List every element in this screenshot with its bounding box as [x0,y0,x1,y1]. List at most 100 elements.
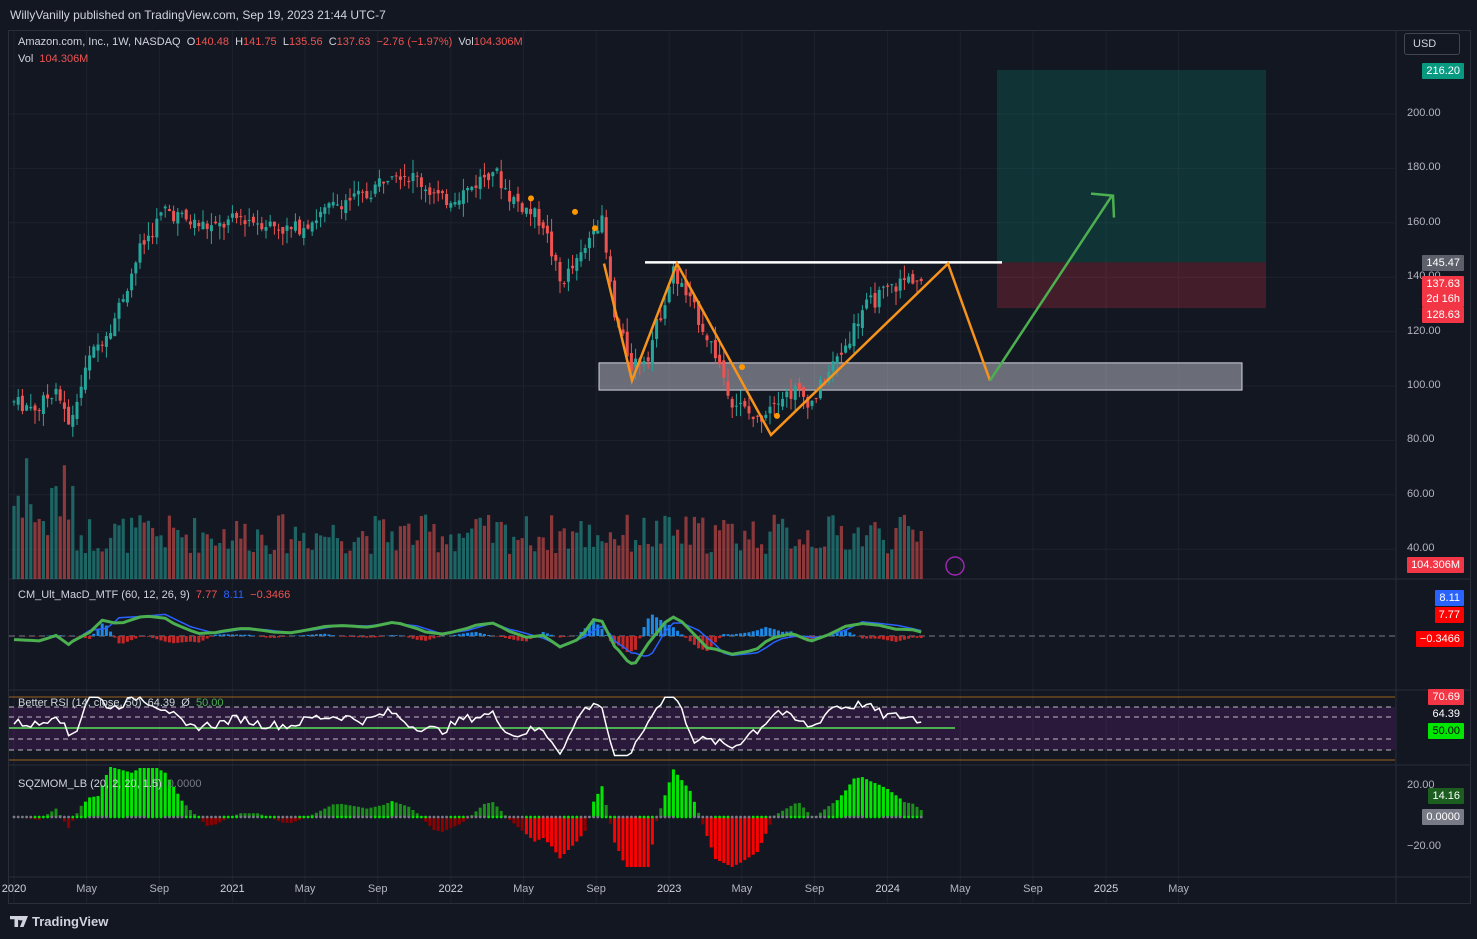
sqz-dot [319,815,322,819]
sqz-dot [449,815,453,819]
volume-bar [562,528,566,579]
candle-body [193,219,197,228]
volume-bar [453,551,457,579]
sqz-dot [344,815,348,819]
candle-body [873,293,877,308]
volume-bar [860,546,864,579]
candle-body [331,201,335,206]
tradingview-logo[interactable]: TradingView [10,914,108,929]
candle-body [886,285,890,287]
candle-body [911,274,915,284]
volume-bar [306,548,310,579]
macd-histogram-bar [277,636,281,638]
sqz-dot [722,815,726,819]
symbol-name[interactable]: Amazon.com, Inc., 1W, NASDAQ [18,36,181,48]
candle-body [356,190,360,195]
sqz-dot [16,815,20,819]
volume-bar [545,550,549,579]
volume-bar [268,553,272,579]
sqz-dot [159,815,163,819]
volume-bar [209,538,213,579]
volume-bar [285,553,289,579]
candle-body [692,296,696,303]
sqz-bar [222,817,226,821]
sqz-dot [96,815,100,819]
sqz-dot [638,815,642,819]
sqz-legend[interactable]: SQZMOM_LB (20, 2, 20, 1.5) 0.0000 [18,778,201,790]
sqz-dot [231,815,234,819]
sqz-bar [415,813,419,817]
volume-bar [839,526,843,579]
sqz-bar [96,796,100,817]
macd-histogram-bar [428,636,432,640]
currency-button[interactable]: USD [1404,33,1460,55]
macd-histogram-bar [718,636,722,639]
candle-body [722,360,726,378]
volume-bar [902,514,906,579]
macd-legend[interactable]: CM_Ult_MacD_MTF (60, 12, 26, 9) 7.77 8.1… [18,589,290,601]
candle-body [499,171,503,189]
sqz-dot [915,815,919,819]
sqz-dot [701,815,705,819]
candle-body [247,219,251,221]
macd-histogram-bar [499,636,503,638]
macd-histogram-bar [860,636,864,639]
volume-bar [529,545,533,579]
sqz-dot [575,815,579,819]
sqz-dot [462,815,465,819]
volume-bar [541,537,545,579]
volume-bar [772,514,776,579]
volume-bar [806,530,810,579]
volume-bar [642,517,646,579]
macd-histogram-bar [638,636,642,639]
volume-legend-label[interactable]: Vol [18,53,34,65]
volume-bar [335,538,339,579]
macd-histogram-bar [566,636,570,637]
time-tick-label: May [513,883,534,895]
sqz-bar [348,805,352,817]
sqz-bar [130,772,134,817]
macd-histogram-bar [907,636,911,639]
high-label: H [235,36,244,48]
sqz-dot [193,815,197,819]
stop-price-tag: 128.63 [1422,307,1464,323]
volume-bar [503,524,507,579]
sqz-dot [735,815,738,819]
candle-body [482,174,486,178]
volume-bar [226,548,230,579]
candle-body [41,395,45,414]
rsi-legend[interactable]: Better RSI (14, close, 50) 64.39 Ø 50.00 [18,697,224,709]
macd-histogram-bar [692,636,696,645]
sqz-dot [898,815,902,819]
volume-bar [499,521,503,579]
sqz-dot [739,815,742,819]
sqz-bar [457,817,461,825]
time-tick-label: 2020 [1,883,27,895]
sqz-dot [554,815,558,819]
volume-bar [390,531,394,579]
macd-histogram-bar [214,634,218,636]
volume-bar [608,532,612,579]
volume-bar [281,514,285,579]
sqz-dot [478,815,482,819]
candle-body [428,187,432,195]
volume-bar [592,546,596,579]
macd-histogram-bar [629,636,633,652]
candle-body [516,193,520,202]
sqz-bar [88,797,92,817]
sqz-dot [289,815,293,819]
sqz-bar [881,786,885,817]
candle-body [831,361,835,372]
price-tick-label: 100.00 [1407,379,1441,391]
candle-body [285,225,289,231]
sqz-bar [449,817,453,829]
sqz-dot [667,815,671,819]
sqz-dot [168,815,171,819]
candle-body [848,343,852,349]
volume-bar [743,530,747,579]
macd-histogram-bar [205,636,209,639]
sqz-dot [453,815,457,819]
sqz-dot [436,815,440,819]
sqz-bar [600,786,604,817]
